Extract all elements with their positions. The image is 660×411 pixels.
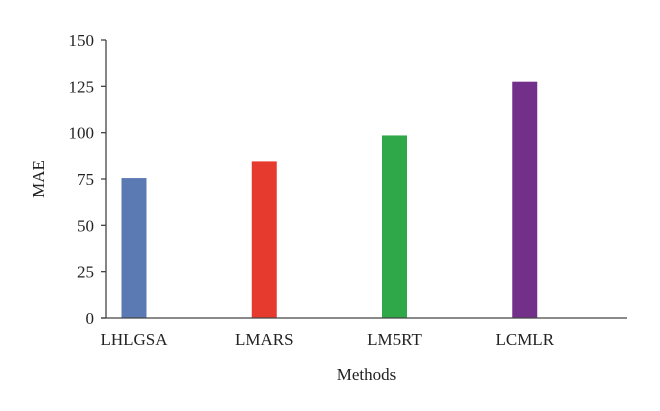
bar: [382, 135, 407, 318]
y-tick-label: 0: [86, 309, 95, 328]
y-tick-label: 100: [69, 124, 95, 143]
bar: [121, 178, 147, 318]
bars: [121, 81, 538, 318]
y-tick-label: 50: [77, 216, 94, 235]
x-tick-label: LMARS: [235, 330, 294, 349]
x-tick-label: LHLGSA: [100, 330, 168, 349]
y-tick-label: 75: [77, 170, 94, 189]
y-tick-label: 125: [69, 77, 95, 96]
x-axis-title: Methods: [337, 365, 397, 384]
x-axis-tick-labels: LHLGSA LMARS LM5RT LCMLR: [100, 330, 554, 349]
bar: [251, 161, 277, 318]
bar: [512, 81, 538, 318]
y-axis-title: MAE: [29, 160, 48, 198]
y-axis-ticks: 0 25 50 75 100 125 150: [69, 31, 106, 328]
y-tick-label: 150: [69, 31, 95, 50]
x-tick-label: LCMLR: [495, 330, 554, 349]
x-tick-label: LM5RT: [367, 330, 422, 349]
y-tick-label: 25: [77, 263, 94, 282]
